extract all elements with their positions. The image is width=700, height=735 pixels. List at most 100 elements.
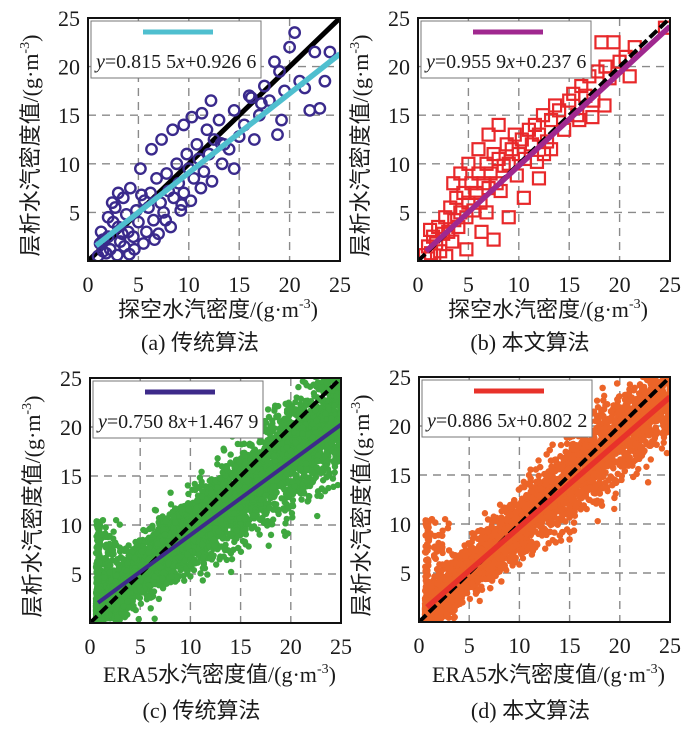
unit-superscript: -3 (18, 42, 33, 54)
data-point (96, 544, 103, 552)
legend-equation: y=0.955 9x+0.237 6 (424, 51, 586, 73)
data-point (272, 457, 279, 465)
data-point (233, 535, 240, 542)
data-point (289, 501, 296, 508)
data-point (242, 89, 256, 103)
plot-area (419, 377, 670, 622)
data-point (256, 516, 264, 523)
data-point (163, 580, 170, 587)
data-point (227, 103, 241, 117)
data-point (137, 576, 145, 584)
data-point (180, 147, 194, 161)
data-point (135, 615, 142, 623)
data-point (227, 531, 235, 538)
data-point (210, 536, 217, 544)
data-point (190, 566, 198, 574)
data-point (248, 450, 256, 457)
data-point (233, 471, 240, 479)
data-point (167, 501, 175, 508)
data-point (289, 514, 296, 521)
data-point (208, 489, 215, 497)
x-tick-label: 0 (83, 272, 94, 297)
data-point (283, 444, 290, 451)
data-point (101, 210, 115, 224)
data-point (257, 79, 271, 93)
data-point (207, 531, 214, 539)
data-point (218, 463, 226, 470)
data-point (151, 573, 158, 580)
data-point (331, 469, 338, 476)
data-point (307, 362, 313, 368)
data-point (157, 205, 171, 219)
equation-variable: x (505, 51, 515, 73)
data-point (282, 400, 289, 408)
data-point (228, 555, 236, 563)
data-point (155, 595, 163, 603)
data-point (176, 553, 184, 561)
data-point (301, 471, 308, 479)
x-tick-label: 5 (135, 634, 146, 659)
equation-variable: x (175, 51, 185, 73)
data-point (178, 506, 186, 513)
data-point (215, 157, 229, 171)
plot-area (90, 350, 343, 623)
y-tick-label: 20 (60, 415, 82, 440)
data-point (292, 439, 299, 446)
data-point (205, 524, 212, 532)
data-point (328, 415, 335, 423)
data-point (183, 519, 190, 526)
data-point (123, 181, 137, 195)
data-point (167, 489, 174, 496)
y-axis-label: 层析水汽密度值/(g·m-3) (20, 396, 45, 618)
data-point (282, 490, 290, 498)
data-point (215, 528, 223, 535)
data-point (171, 528, 179, 536)
data-point (204, 94, 218, 108)
y-tick-label: 25 (60, 366, 82, 391)
data-point (223, 464, 231, 472)
data-point (317, 466, 325, 473)
data-point (529, 154, 545, 169)
data-point (145, 549, 152, 556)
data-point (214, 455, 221, 462)
data-point (190, 137, 204, 151)
data-point (147, 605, 154, 612)
data-point (230, 510, 238, 517)
data-point (168, 573, 176, 580)
data-point (170, 157, 184, 171)
data-point (197, 530, 205, 538)
data-point (138, 548, 146, 555)
data-point (235, 481, 243, 489)
legend-equation: y=0.750 8x+1.467 9 (96, 411, 258, 433)
data-point (268, 477, 276, 484)
data-point (323, 379, 330, 387)
data-point (314, 492, 321, 499)
data-point (131, 215, 145, 229)
x-tick-label: 10 (508, 272, 530, 297)
data-point (112, 572, 120, 579)
data-point (99, 517, 107, 524)
data-point (516, 190, 531, 205)
data-point (170, 549, 178, 556)
panel-b: y=0.955 9x+0.237 60 5 10 15 20 25510152025探空水… (348, 6, 681, 355)
data-point (337, 350, 343, 356)
data-point (314, 512, 321, 520)
data-point (172, 519, 179, 526)
data-point (299, 486, 306, 493)
data-point (210, 552, 217, 559)
y-tick-label: 25 (58, 6, 80, 31)
data-point (304, 369, 310, 375)
data-point (115, 227, 129, 241)
data-point (227, 451, 234, 458)
data-point (479, 205, 494, 220)
equation-number: =0.815 5 (105, 51, 176, 73)
x-axis-label: 探空水汽密度/(g·m-3) (118, 297, 318, 322)
data-point (278, 421, 286, 429)
data-point (112, 558, 120, 566)
data-point (107, 562, 114, 569)
data-point (302, 460, 310, 467)
data-point (140, 526, 147, 534)
data-point (102, 544, 110, 551)
data-point (268, 55, 281, 69)
data-point (221, 496, 228, 503)
